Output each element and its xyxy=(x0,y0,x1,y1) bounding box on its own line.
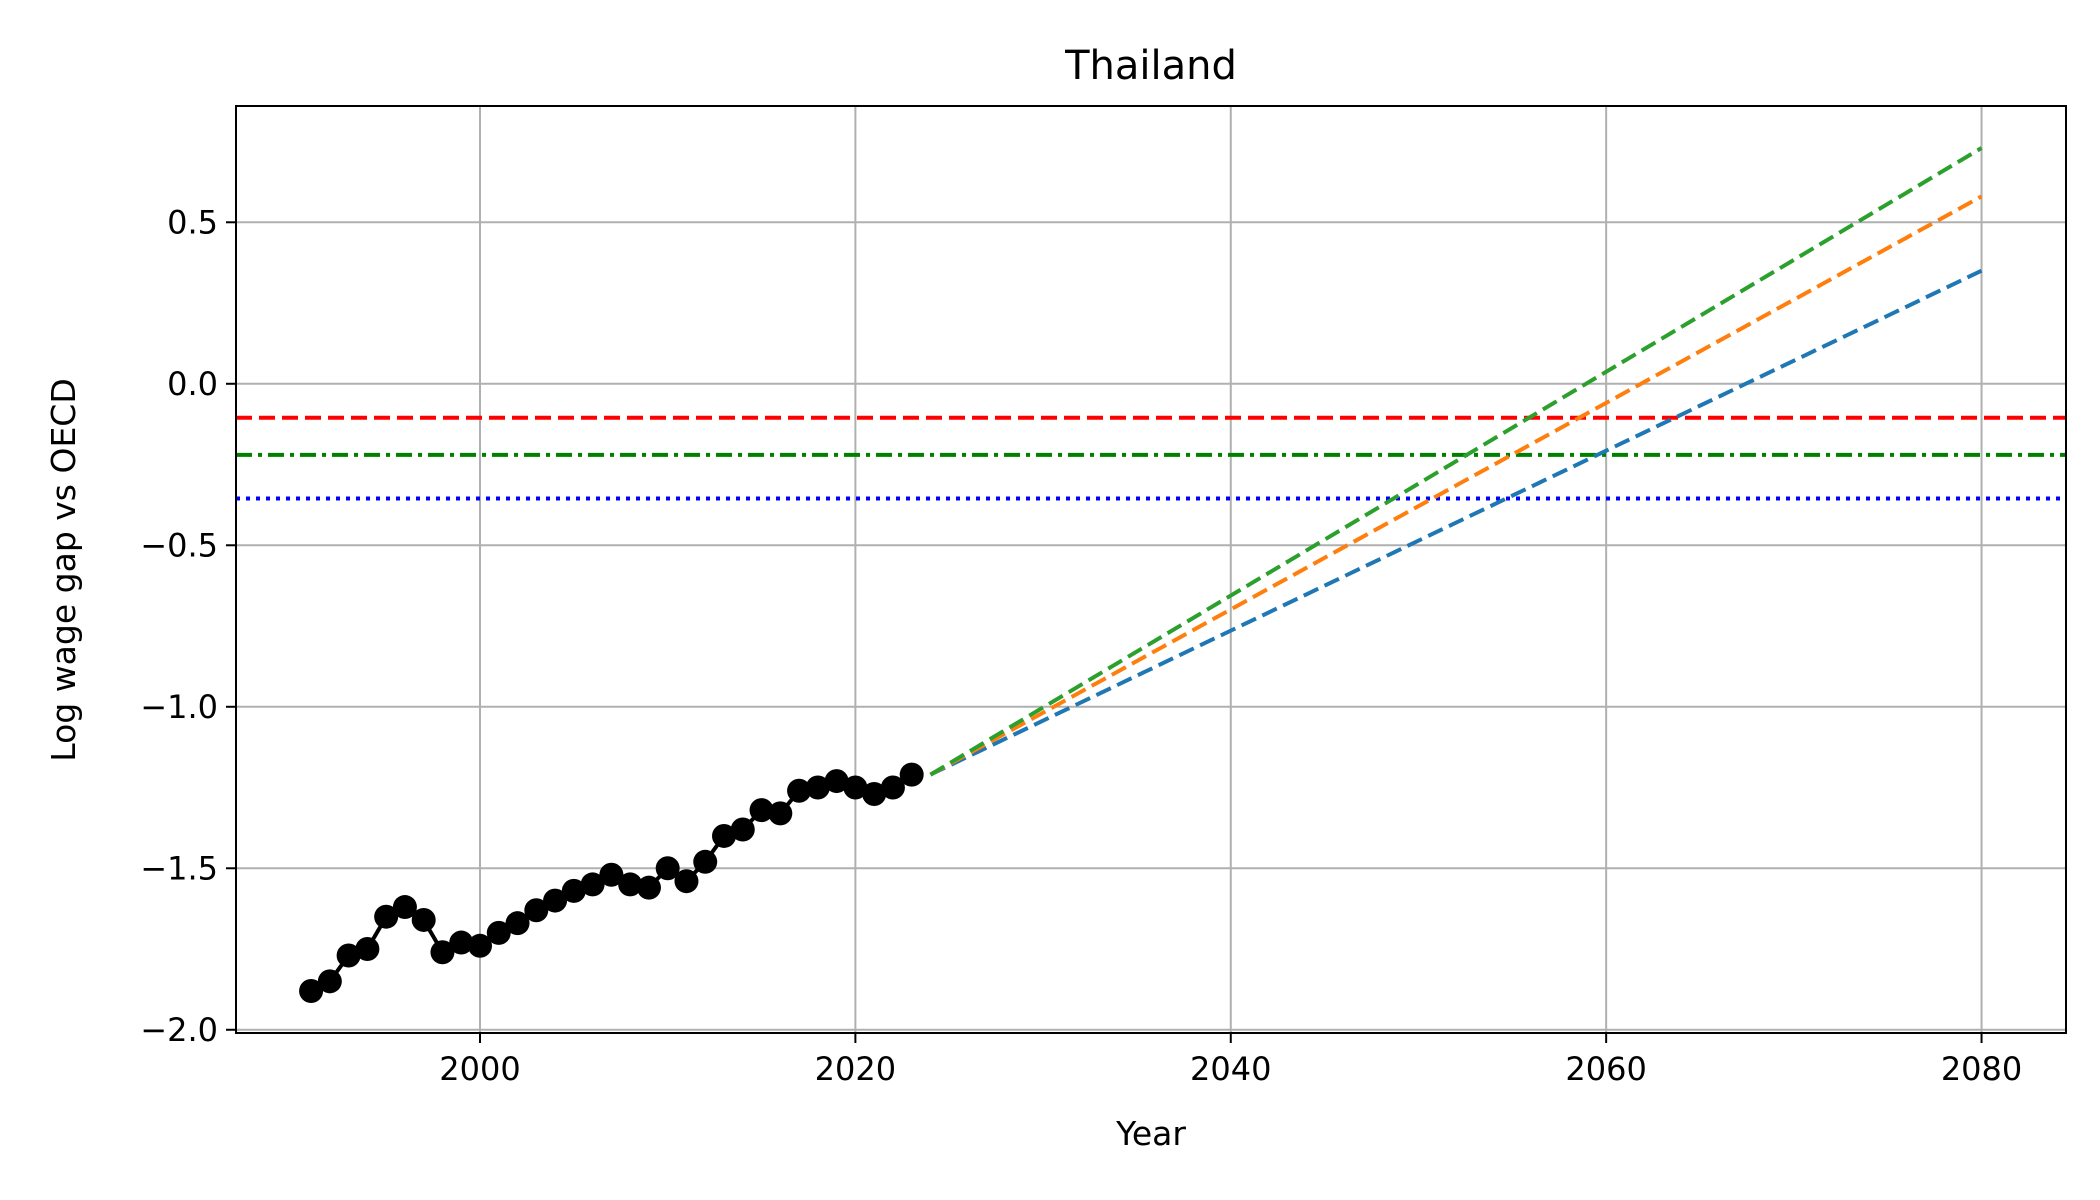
historical-point xyxy=(392,895,417,920)
y-tick-label: −1.5 xyxy=(140,849,218,887)
projection-line xyxy=(929,194,1983,777)
projection-line xyxy=(929,268,1983,777)
historical-point xyxy=(655,856,680,881)
historical-series xyxy=(299,762,924,1004)
historical-point xyxy=(730,817,755,842)
historical-point xyxy=(299,979,324,1004)
historical-point xyxy=(843,775,868,800)
historical-point xyxy=(824,769,849,794)
historical-point xyxy=(449,930,474,955)
historical-point xyxy=(693,849,718,874)
historical-point xyxy=(486,920,511,945)
historical-point xyxy=(561,878,586,903)
x-tick-label: 2020 xyxy=(815,1050,896,1088)
projection-line xyxy=(929,146,1983,777)
historical-point xyxy=(787,778,812,803)
historical-point xyxy=(636,875,661,900)
x-tick-label: 2080 xyxy=(1941,1050,2022,1088)
y-tick-label: −1.0 xyxy=(140,688,218,726)
y-tick-label: −0.5 xyxy=(140,526,218,564)
historical-point xyxy=(411,907,436,932)
historical-point xyxy=(899,762,924,787)
y-axis: −2.0 −1.5 −1.0 −0.5 0.0 0.5 xyxy=(140,203,236,1049)
historical-point xyxy=(805,775,830,800)
y-tick-label: 0.5 xyxy=(167,203,218,241)
historical-point xyxy=(543,888,568,913)
historical-point xyxy=(355,937,380,962)
x-axis: 2000 2020 2040 2060 2080 xyxy=(439,1033,2022,1088)
x-axis-label: Year xyxy=(1115,1114,1186,1153)
y-axis-label: Log wage gap vs OECD xyxy=(44,378,83,761)
historical-point xyxy=(468,933,492,958)
historical-point xyxy=(505,911,530,936)
historical-point xyxy=(599,862,624,887)
historical-point xyxy=(430,940,455,965)
x-tick-label: 2000 xyxy=(439,1050,520,1088)
historical-point xyxy=(336,943,361,968)
historical-point xyxy=(880,775,905,800)
historical-point xyxy=(317,969,342,994)
historical-point xyxy=(712,823,736,848)
reference-lines xyxy=(236,415,2066,501)
historical-point xyxy=(524,898,549,923)
historical-point xyxy=(618,872,643,897)
historical-point xyxy=(862,781,887,806)
historical-point xyxy=(580,872,605,897)
projection-lines xyxy=(929,146,1983,777)
historical-point xyxy=(768,801,793,826)
y-tick-label: −2.0 xyxy=(140,1011,218,1049)
historical-point xyxy=(749,798,774,823)
x-tick-label: 2040 xyxy=(1190,1050,1271,1088)
plot-frame xyxy=(235,105,2067,1034)
historical-point xyxy=(374,904,399,929)
historical-point xyxy=(674,869,699,894)
grid xyxy=(236,106,2066,1033)
chart-title: Thailand xyxy=(1064,43,1237,89)
y-tick-label: 0.0 xyxy=(167,365,218,403)
x-tick-label: 2060 xyxy=(1565,1050,1646,1088)
